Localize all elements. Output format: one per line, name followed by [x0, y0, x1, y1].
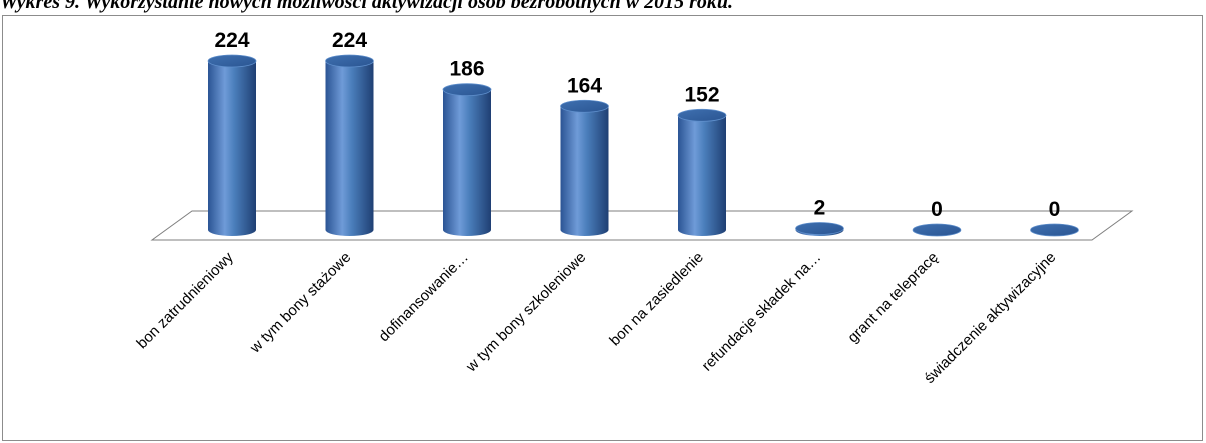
bar-top [1030, 223, 1079, 237]
bar-top [795, 222, 844, 235]
bar-top [442, 83, 492, 97]
bar-top [560, 99, 609, 113]
value-label: 0 [1049, 198, 1061, 221]
bar-3 [442, 83, 492, 236]
chart-caption: Wykres 9. Wykorzystanie nowych możliwośc… [0, 0, 734, 13]
category-label: grant na telepracę [844, 249, 942, 347]
bar-8 [1030, 223, 1079, 237]
bar-body [325, 61, 374, 237]
bar-top [207, 54, 257, 68]
value-label: 186 [449, 58, 484, 81]
category-label: w tym bony szkoleniowe [462, 249, 589, 376]
value-label: 224 [214, 29, 249, 52]
value-label: 164 [567, 74, 602, 97]
category-label: bon zatrudnieniowy [133, 248, 237, 352]
category-label: refundacje składek na… [699, 249, 825, 375]
value-labels-group: 224 224 186 164 152 2 0 0 [214, 29, 1060, 221]
category-label: bon na zasiedlenie [606, 249, 706, 349]
bar-top [677, 108, 727, 122]
bar-4 [560, 99, 609, 237]
bar-1 [207, 54, 257, 236]
bar-body [678, 115, 726, 236]
chart-floor [150, 210, 1134, 241]
bar-5 [677, 108, 727, 236]
bar-body [443, 89, 491, 236]
chart-frame [2, 15, 1203, 441]
bar-body [560, 106, 609, 237]
category-label: w tym bony stażowe [246, 249, 354, 357]
value-label: 224 [332, 29, 367, 52]
bar-top [325, 54, 374, 68]
bar-body [208, 61, 256, 236]
bar-7 [912, 223, 962, 237]
value-label: 152 [684, 83, 719, 106]
category-label: dofinansowanie… [375, 249, 471, 345]
bars-group [207, 54, 1079, 237]
category-labels-group: bon zatrudnieniowy w tym bony stażowe dofi… [133, 248, 1059, 387]
bar-6 [795, 222, 844, 237]
value-label: 2 [814, 196, 826, 219]
category-label: świadczenie aktywizacyjne [921, 249, 1059, 387]
bar-top [912, 223, 962, 237]
value-label: 0 [931, 198, 943, 221]
bar-2 [325, 54, 374, 237]
